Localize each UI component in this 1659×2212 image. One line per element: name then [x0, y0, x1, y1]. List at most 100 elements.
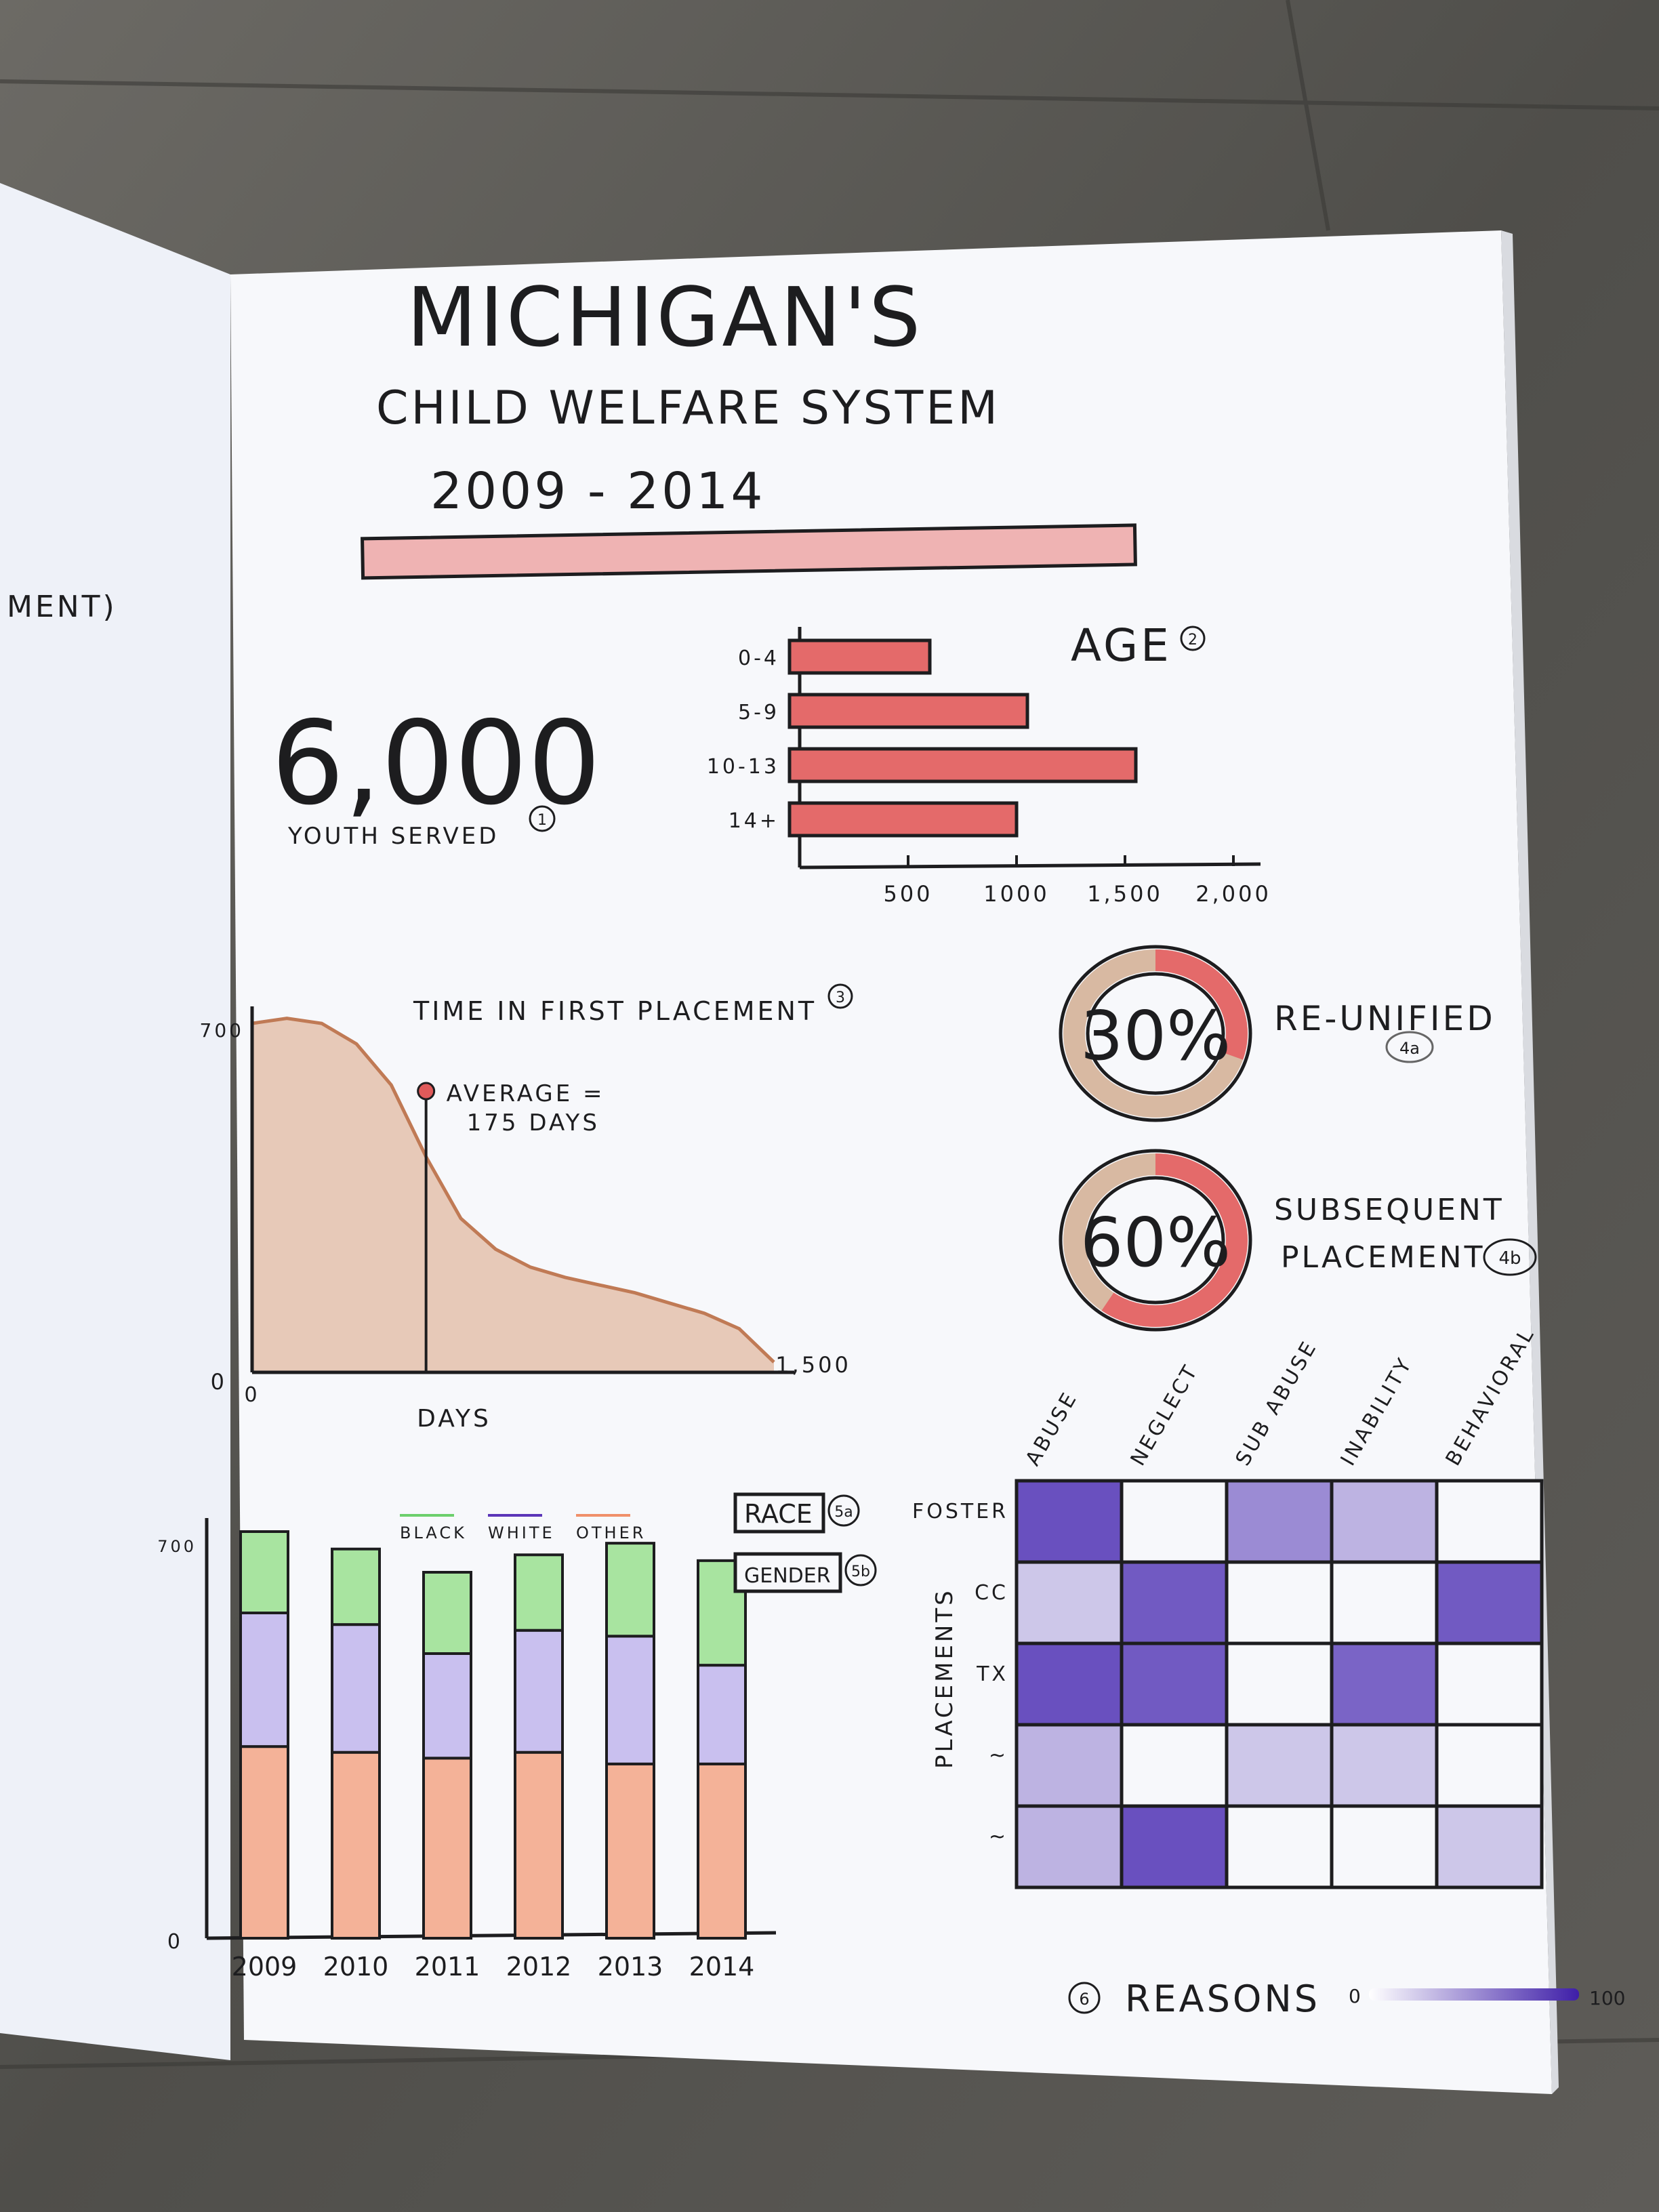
stacked-bar-2011-white [422, 1652, 472, 1760]
heatmap-cell [1330, 1723, 1439, 1808]
toggle-note: 5a [834, 1504, 853, 1521]
toggle-box [733, 1552, 842, 1593]
youth-served-value: 6,000 [271, 697, 601, 831]
youth-served-note: 1 [537, 812, 547, 829]
donut-outer-ring [1059, 945, 1252, 1122]
heatmap-cell [1015, 1804, 1124, 1889]
donut-inner-ring [1086, 1176, 1225, 1305]
left-page [0, 183, 230, 2060]
stacked-y-tick-max: 700 [157, 1537, 197, 1556]
heatmap-cell [1225, 1723, 1334, 1808]
legend-label-black: BLACK [400, 1523, 467, 1542]
heatmap-y-label: CC [975, 1581, 1008, 1605]
placement-y-tick-min: 0 [211, 1369, 227, 1395]
stacked-bar-2014-white [697, 1664, 747, 1765]
legend-label-other: OTHER [576, 1523, 646, 1542]
toggle-race[interactable]: RACE 5a [733, 1492, 860, 1534]
heatmap-note: 6 [1079, 1990, 1089, 2009]
age-x-axis [799, 862, 1261, 869]
age-bar-14+ [787, 801, 1019, 838]
stacked-x-tick-label: 2010 [323, 1952, 389, 1982]
stacked-bar-2010-other [331, 1750, 381, 1940]
stacked-bar-2013-other [605, 1762, 655, 1940]
heatmap-cell [1330, 1479, 1439, 1564]
toggle-note-circle [844, 1554, 877, 1586]
donut-value-label: 30% [1080, 996, 1231, 1076]
stacked-bar-2010-white [331, 1623, 381, 1754]
toggle-box [733, 1492, 825, 1534]
stacked-bar-2014-other [697, 1762, 747, 1940]
heatmap-cell [1225, 1560, 1334, 1645]
subsequent-note-oval [1483, 1238, 1537, 1276]
age-category-label: 0-4 [738, 647, 779, 670]
donut-outer-ring [1059, 1149, 1252, 1332]
stacked-bar-2013-white [605, 1635, 655, 1765]
toggle-gender[interactable]: GENDER 5b [733, 1552, 877, 1593]
stacked-bar-2009-black [239, 1530, 289, 1614]
heatmap-cell [1120, 1560, 1229, 1645]
heatmap-cell [1435, 1641, 1544, 1727]
heatmap-cell [1015, 1560, 1124, 1645]
color-scale-bar [1369, 1988, 1579, 2001]
age-bar-0-4 [787, 638, 932, 675]
stacked-bar-2011-other [422, 1757, 472, 1940]
page-edge [1501, 230, 1559, 2094]
heatmap-cell [1435, 1723, 1544, 1808]
donut-value-label: 60% [1080, 1203, 1231, 1282]
heatmap-y-label: TX [976, 1662, 1008, 1686]
subsequent-label-line1: SUBSEQUENT [1274, 1193, 1504, 1227]
age-note-circle [1180, 626, 1206, 651]
stacked-bar-2012-white [514, 1629, 564, 1754]
heatmap-note-circle [1068, 1982, 1101, 2014]
stacked-bar-2010-black [331, 1547, 381, 1626]
stacked-bar-2012-other [514, 1750, 564, 1940]
heatmap-y-label: ~ [989, 1744, 1008, 1767]
scale-max-label: 100 [1589, 1987, 1625, 2009]
subsequent-note: 4b [1498, 1248, 1521, 1269]
toggle-label: RACE [744, 1499, 813, 1529]
heatmap-cell [1435, 1560, 1544, 1645]
page-years: 2009 - 2014 [430, 462, 765, 520]
placement-area-chart: AVERAGE =175 DAYS TIME IN FIRST PLACEMENT… [200, 983, 853, 1433]
heatmap-y-label: ~ [989, 1825, 1008, 1849]
age-category-label: 14+ [729, 809, 779, 833]
placement-note: 3 [836, 989, 845, 1006]
age-x-tick-label: 1,500 [1087, 881, 1163, 907]
youth-served-label: YOUTH SERVED [287, 823, 499, 850]
heatmap-cell [1435, 1479, 1544, 1564]
placement-note-circle [827, 983, 853, 1009]
heatmap-y-label: FOSTER [912, 1500, 1008, 1523]
age-note: 2 [1188, 632, 1197, 649]
heatmap-cell [1330, 1560, 1439, 1645]
placement-x-tick-max: 1,500 [775, 1352, 851, 1378]
heatmap-cell [1225, 1479, 1334, 1564]
heatmap-cell [1120, 1641, 1229, 1727]
reunified-donut: 30% [1059, 945, 1252, 1122]
page-title: MICHIGAN'S [407, 271, 923, 365]
stacked-x-tick-label: 2011 [415, 1952, 480, 1982]
stacked-x-tick-label: 2013 [598, 1952, 663, 1982]
page-subtitle: CHILD WELFARE SYSTEM [376, 382, 1000, 435]
stacked-bar-2009-other [239, 1745, 289, 1940]
age-category-label: 10-13 [707, 755, 779, 779]
heatmap-cell [1015, 1479, 1124, 1564]
toggle-label: GENDER [744, 1564, 831, 1588]
placement-x-label: DAYS [417, 1405, 491, 1433]
heatmap-cell [1120, 1804, 1229, 1889]
toggle-note: 5b [851, 1563, 870, 1580]
subsequent-donut: 60% [1059, 1149, 1252, 1332]
placement-chart-title: TIME IN FIRST PLACEMENT [413, 996, 817, 1026]
toggle-note-circle [827, 1494, 860, 1527]
age-x-tick-label: 2,000 [1195, 881, 1271, 907]
heatmap-x-axis-title: REASONS [1125, 1978, 1320, 2020]
stacked-bar-2013-black [605, 1542, 655, 1638]
reunified-note: 4a [1399, 1039, 1420, 1058]
placement-y-tick-max: 700 [200, 1019, 244, 1042]
heatmap-cell [1225, 1641, 1334, 1727]
legend-label-white: WHITE [488, 1523, 555, 1542]
heatmap-cell [1435, 1804, 1544, 1889]
placement-curve [251, 1017, 775, 1364]
average-annotation-line2: 175 DAYS [467, 1109, 600, 1136]
age-bar-chart: 0-4 5-9 10-13 14+ 500 1000 1,500 2,000 AGE 2 [707, 619, 1271, 907]
subsequent-label-line2: PLACEMENT [1281, 1240, 1485, 1275]
